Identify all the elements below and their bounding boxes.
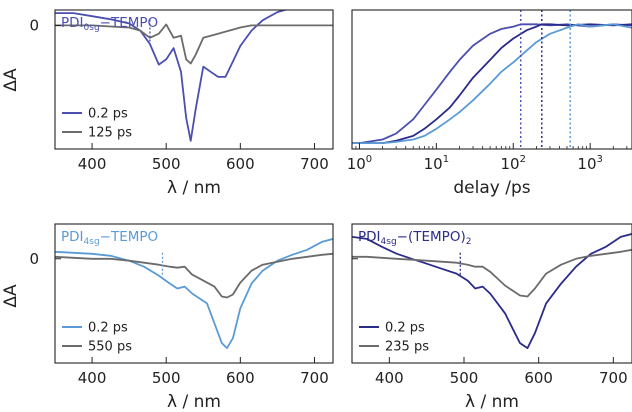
x-axis-label: delay /ps [453, 178, 530, 198]
series-line-2 [352, 23, 632, 144]
series-line-2 [55, 252, 333, 299]
chart-panel-3: 400 500 600 700 0 λ / nm ΔA PDI4sg−TEMPO 0.2 ps 5… [1, 223, 334, 412]
y-axis-label: ΔA [1, 284, 21, 308]
x-tick-label: 600 [226, 155, 255, 173]
legend-label: 0.2 ps [88, 107, 128, 122]
series-group [55, 10, 333, 142]
x-tick-label: 500 [450, 369, 479, 387]
x-axis-label: λ / nm [465, 392, 519, 412]
legend: 0.2 ps 550 ps [62, 321, 132, 355]
legend-label: 235 ps [385, 340, 429, 355]
x-tick-label: 101 [424, 154, 449, 173]
series-line-1 [55, 10, 289, 142]
series-line-3 [352, 23, 632, 144]
x-tick-label: 400 [78, 155, 107, 173]
x-tick-label: 500 [152, 369, 181, 387]
panel-title: PDI4sg−(TEMPO)2 [358, 229, 471, 247]
series-group [55, 238, 333, 349]
chart-panel-1: 400 500 600 700 0 λ / nm ΔA PDI0sg−TEMPO 0.2 ps 1… [1, 9, 334, 198]
series-group [352, 23, 632, 144]
x-tick-label: 600 [524, 369, 553, 387]
x-axis-label: λ / nm [167, 392, 221, 412]
y-tick-label: 0 [29, 16, 39, 34]
legend-label: 0.2 ps [385, 321, 425, 336]
axes-frame [351, 223, 632, 364]
x-tick-label: 102 [501, 154, 526, 173]
axes-frame [54, 223, 334, 364]
series-line-2 [55, 23, 333, 65]
legend: 0.2 ps 235 ps [359, 321, 429, 355]
legend: 0.2 ps 125 ps [62, 107, 132, 141]
series-line-2 [352, 248, 632, 298]
axes-frame [351, 9, 632, 150]
x-tick-label: 700 [599, 369, 628, 387]
chart-panel-2: 100 101 102 103 delay /ps [347, 9, 632, 198]
x-tick-label: 700 [300, 369, 329, 387]
series-group [352, 233, 632, 349]
x-tick-label: 100 [347, 154, 372, 173]
legend-label: 0.2 ps [88, 321, 128, 336]
y-axis-label: ΔA [1, 68, 21, 92]
panel-title: PDI0sg−TEMPO [61, 15, 158, 33]
legend-label: 550 ps [88, 340, 132, 355]
x-tick-label: 700 [300, 155, 329, 173]
legend-label: 125 ps [88, 126, 132, 141]
x-tick-label: 600 [226, 369, 255, 387]
y-tick-label: 0 [29, 250, 39, 268]
x-tick-label: 103 [577, 154, 602, 173]
x-tick-label: 400 [375, 369, 404, 387]
x-tick-label: 400 [78, 369, 107, 387]
axes-frame [54, 9, 334, 150]
series-line-1 [352, 23, 632, 144]
chart-panel-4: 400 500 600 700 λ / nm PDI4sg−(TEMPO)2 0.2 ps 2… [351, 223, 632, 412]
x-tick-label: 500 [152, 155, 181, 173]
panel-title: PDI4sg−TEMPO [61, 229, 158, 247]
x-axis-label: λ / nm [167, 178, 221, 198]
